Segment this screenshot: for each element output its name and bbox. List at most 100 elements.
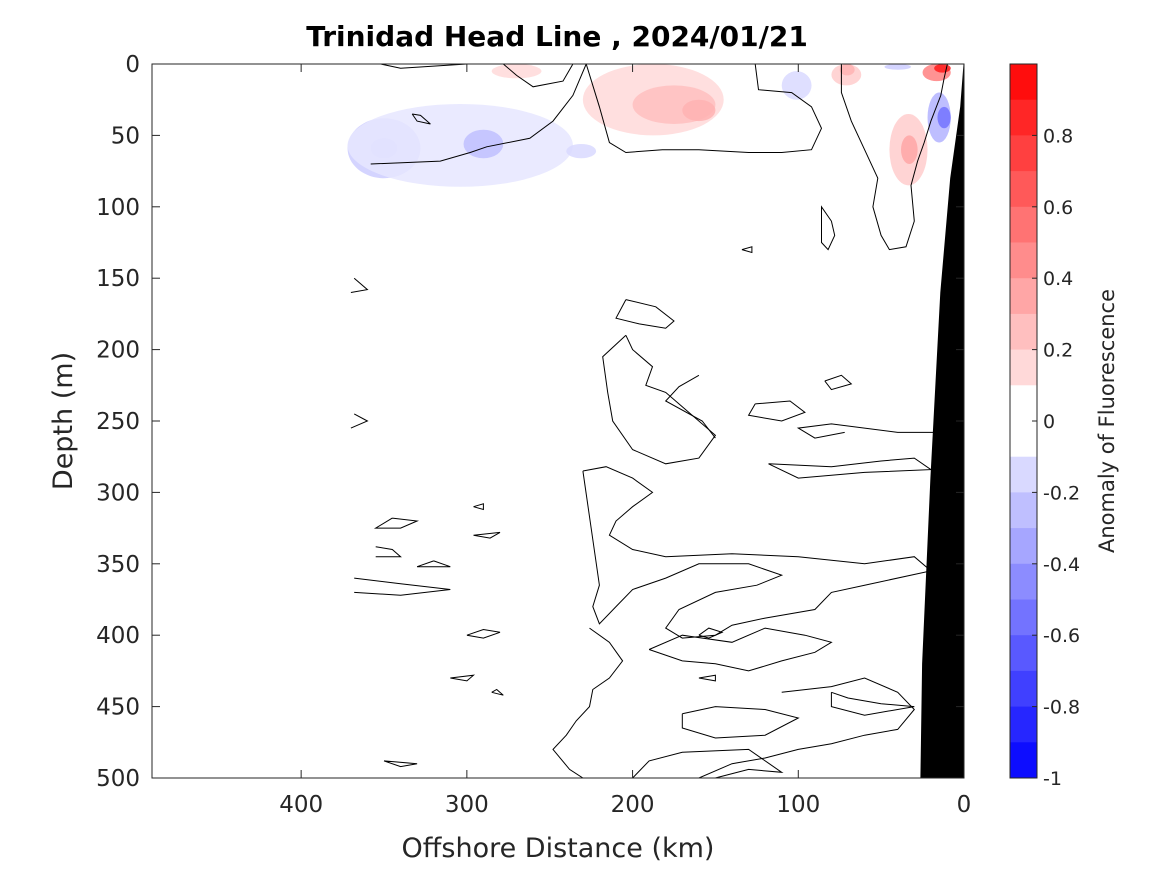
anomaly-fill-layer	[347, 64, 951, 187]
zero-contour-line	[664, 374, 716, 439]
anomaly-region	[901, 135, 918, 164]
colorbar-segment	[1010, 563, 1037, 600]
colorbar: 0.8 0.6 0.4 0.2 0 -0.2 -0.4 -0.6 -0.8 -1	[1009, 63, 1080, 790]
colorbar-segment	[1010, 599, 1037, 636]
zero-contour-line	[350, 413, 369, 429]
x-tick-label: 300	[445, 792, 489, 818]
anomaly-region	[347, 103, 573, 187]
y-axis-ticks: 0 50 100 150 200 250 300 350 400 450 500	[96, 52, 964, 792]
anomaly-region	[682, 99, 716, 122]
zero-contour-line	[747, 400, 806, 422]
zero-contour-line	[416, 560, 451, 568]
x-tick-label: 400	[279, 792, 323, 818]
zero-contour-line	[466, 628, 501, 639]
zero-contour-line	[632, 748, 784, 778]
zero-contour-line	[698, 677, 915, 778]
x-tick-label: 100	[776, 792, 820, 818]
colorbar-segment	[1010, 635, 1037, 672]
zero-contour-line	[473, 531, 501, 539]
anomaly-region	[934, 64, 951, 73]
colorbar-segment	[1010, 492, 1037, 529]
colorbar-segment	[1010, 278, 1037, 315]
anomaly-region	[566, 143, 597, 159]
zero-contour-line	[354, 577, 451, 596]
colorbar-tick-label: -1	[1043, 768, 1062, 790]
y-tick-label: 400	[96, 623, 140, 649]
colorbar-segment	[1010, 706, 1037, 743]
zero-contour-line	[698, 627, 724, 639]
zero-contour-line	[552, 627, 624, 778]
zero-contour-line	[450, 674, 476, 682]
colorbar-tick-label: 0.4	[1043, 268, 1073, 290]
zero-contour-line	[375, 546, 402, 558]
anomaly-region	[839, 64, 855, 76]
zero-contour-line	[473, 503, 484, 511]
colorbar-segment	[1010, 385, 1037, 422]
colorbar-segment	[1010, 242, 1037, 279]
colorbar-segment	[1010, 135, 1037, 172]
zero-contour-line	[698, 674, 716, 682]
colorbar-segment	[1010, 64, 1037, 101]
colorbar-segment	[1010, 99, 1037, 136]
chart-title: Trinidad Head Line , 2024/01/21	[306, 20, 808, 53]
y-tick-label: 250	[96, 409, 140, 435]
x-tick-label: 0	[957, 792, 972, 818]
colorbar-tick-label: -0.6	[1043, 625, 1080, 647]
colorbar-tick-label: -0.2	[1043, 482, 1080, 504]
colorbar-segment	[1010, 421, 1037, 458]
zero-contour-line	[585, 64, 823, 154]
anomaly-region	[491, 64, 542, 79]
colorbar-segment	[1010, 456, 1037, 493]
y-tick-label: 50	[111, 123, 140, 149]
y-tick-label: 500	[96, 766, 140, 792]
zero-contour-line	[502, 64, 574, 88]
bathymetry-layer	[920, 64, 964, 778]
zero-contour-layer	[350, 64, 961, 778]
colorbar-tick-label: -0.8	[1043, 697, 1080, 719]
zero-contour-line	[373, 517, 420, 529]
zero-contour-line	[821, 205, 836, 251]
zero-contour-line	[824, 374, 853, 391]
colorbar-label: Anomaly of Fluorescence	[1095, 289, 1119, 553]
colorbar-segment	[1010, 313, 1037, 351]
zero-contour-line	[350, 277, 369, 293]
zero-contour-line	[491, 688, 504, 696]
x-axis-label: Offshore Distance (km)	[402, 833, 715, 864]
colorbar-tick-label: 0	[1043, 411, 1055, 433]
zero-contour-line	[370, 64, 587, 165]
zero-contour-line	[615, 299, 675, 329]
colorbar-segment	[1010, 528, 1037, 565]
y-tick-label: 450	[96, 695, 140, 721]
y-tick-label: 0	[125, 52, 140, 78]
zero-contour-line	[582, 466, 932, 639]
zero-contour-line	[840, 64, 948, 251]
colorbar-tick-label: 0.6	[1043, 197, 1073, 219]
anomaly-region	[937, 106, 951, 129]
zero-contour-line	[648, 627, 833, 672]
zero-contour-line	[380, 64, 467, 69]
x-tick-label: 200	[611, 792, 655, 818]
y-axis-label: Depth (m)	[48, 352, 79, 490]
zero-contour-line	[741, 246, 753, 254]
colorbar-segment	[1010, 742, 1037, 779]
zero-contour-line	[602, 334, 717, 465]
colorbar-tick-label: 0.8	[1043, 125, 1073, 147]
colorbar-segment	[1010, 206, 1037, 243]
y-tick-label: 350	[96, 552, 140, 578]
y-tick-label: 150	[96, 266, 140, 292]
zero-contour-line	[830, 691, 915, 716]
colorbar-segment	[1010, 349, 1037, 386]
colorbar-tick-label: 0.2	[1043, 340, 1073, 362]
anomaly-region	[781, 71, 812, 100]
colorbar-segment	[1010, 670, 1037, 708]
anomaly-region	[463, 129, 504, 159]
zero-contour-line	[411, 113, 431, 125]
zero-contour-line	[681, 706, 800, 739]
zero-contour-line	[768, 457, 933, 479]
plot-background	[152, 64, 964, 778]
seafloor-bathymetry	[920, 64, 964, 778]
y-tick-label: 300	[96, 480, 140, 506]
zero-contour-line	[383, 760, 418, 768]
x-axis-ticks: 400 300 200 100 0	[279, 64, 971, 818]
